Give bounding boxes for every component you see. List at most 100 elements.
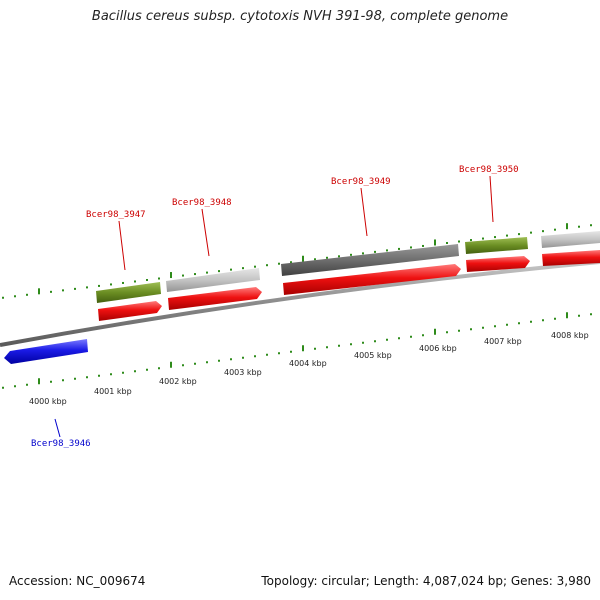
minor-tick bbox=[362, 341, 364, 344]
minor-tick bbox=[314, 258, 316, 261]
feature-olive-2[interactable] bbox=[465, 237, 528, 254]
minor-tick bbox=[206, 271, 208, 274]
minor-tick bbox=[362, 252, 364, 255]
minor-tick bbox=[26, 293, 28, 296]
minor-tick bbox=[554, 228, 556, 231]
major-tick bbox=[170, 272, 172, 279]
gene-arrow-bcer98-3948[interactable] bbox=[168, 287, 262, 310]
minor-tick bbox=[446, 241, 448, 244]
minor-tick bbox=[2, 386, 4, 389]
genome-backbone bbox=[0, 260, 600, 347]
minor-tick bbox=[230, 268, 232, 271]
minor-tick bbox=[386, 338, 388, 341]
minor-tick bbox=[158, 367, 160, 370]
minor-tick bbox=[290, 350, 292, 353]
scale-label-4002: 4002 kbp bbox=[159, 377, 197, 386]
scale-label-4004: 4004 kbp bbox=[289, 359, 327, 368]
scale-label-4007: 4007 kbp bbox=[484, 337, 522, 346]
minor-tick bbox=[194, 273, 196, 276]
minor-tick bbox=[410, 335, 412, 338]
feature-olive-1[interactable] bbox=[96, 282, 161, 303]
minor-tick bbox=[62, 379, 64, 382]
minor-tick bbox=[590, 224, 592, 227]
gene-label-bcer98-3949[interactable]: Bcer98_3949 bbox=[331, 177, 391, 187]
minor-tick bbox=[218, 359, 220, 362]
gene-leader-bcer98-3949 bbox=[360, 187, 368, 237]
minor-tick bbox=[74, 287, 76, 290]
minor-tick bbox=[26, 383, 28, 386]
minor-tick bbox=[470, 239, 472, 242]
gene-label-bcer98-3950[interactable]: Bcer98_3950 bbox=[459, 165, 519, 175]
minor-tick bbox=[482, 326, 484, 329]
gene-leader-bcer98-3948 bbox=[201, 208, 210, 257]
minor-tick bbox=[506, 234, 508, 237]
minor-tick bbox=[158, 277, 160, 280]
major-tick bbox=[566, 223, 568, 230]
genome-title: Bacillus cereus subsp. cytotoxis NVH 391… bbox=[91, 9, 509, 24]
feature-lightgray-1[interactable] bbox=[166, 268, 260, 292]
minor-tick bbox=[278, 352, 280, 355]
major-tick bbox=[38, 378, 40, 385]
minor-tick bbox=[230, 358, 232, 361]
minor-tick bbox=[242, 267, 244, 270]
minor-tick bbox=[134, 370, 136, 373]
gene-arrow-bcer98-3947[interactable] bbox=[98, 301, 162, 321]
major-tick bbox=[434, 239, 436, 246]
minor-tick bbox=[314, 347, 316, 350]
minor-tick bbox=[470, 328, 472, 331]
minor-tick bbox=[2, 296, 4, 299]
minor-tick bbox=[254, 355, 256, 358]
scale-label-4006: 4006 kbp bbox=[419, 344, 457, 353]
major-tick bbox=[434, 328, 436, 335]
minor-tick bbox=[266, 353, 268, 356]
minor-tick bbox=[326, 346, 328, 349]
minor-tick bbox=[530, 231, 532, 234]
minor-tick bbox=[494, 236, 496, 239]
minor-tick bbox=[374, 340, 376, 343]
minor-tick bbox=[518, 322, 520, 325]
gene-arrow-next[interactable] bbox=[542, 250, 600, 266]
minor-tick bbox=[590, 313, 592, 316]
minor-tick bbox=[146, 278, 148, 281]
minor-tick bbox=[482, 237, 484, 240]
minor-tick bbox=[554, 317, 556, 320]
gene-label-bcer98-3947[interactable]: Bcer98_3947 bbox=[86, 210, 146, 220]
minor-tick bbox=[578, 314, 580, 317]
feature-darkgray-1[interactable] bbox=[281, 244, 459, 276]
gene-label-bcer98-3948[interactable]: Bcer98_3948 bbox=[172, 198, 232, 208]
minor-tick bbox=[218, 270, 220, 273]
minor-tick bbox=[110, 373, 112, 376]
minor-tick bbox=[398, 337, 400, 340]
minor-tick bbox=[50, 380, 52, 383]
minor-tick bbox=[254, 265, 256, 268]
minor-tick bbox=[98, 374, 100, 377]
minor-tick bbox=[182, 274, 184, 277]
minor-tick bbox=[530, 320, 532, 323]
minor-tick bbox=[542, 230, 544, 233]
minor-tick bbox=[446, 331, 448, 334]
lower-tick-row bbox=[2, 312, 592, 389]
minor-tick bbox=[542, 319, 544, 322]
minor-tick bbox=[86, 376, 88, 379]
minor-tick bbox=[422, 244, 424, 247]
gene-arrow-bcer98-3946[interactable] bbox=[4, 339, 88, 364]
minor-tick bbox=[62, 289, 64, 292]
gene-label-bcer98-3946[interactable]: Bcer98_3946 bbox=[31, 439, 91, 449]
minor-tick bbox=[290, 261, 292, 264]
minor-tick bbox=[518, 233, 520, 236]
feature-lightgray-2[interactable] bbox=[541, 231, 600, 248]
minor-tick bbox=[98, 284, 100, 287]
gene-arrow-bcer98-3950[interactable] bbox=[466, 256, 530, 272]
scale-label-4003: 4003 kbp bbox=[224, 368, 262, 377]
gene-arrow-bcer98-3949[interactable] bbox=[283, 264, 461, 295]
minor-tick bbox=[182, 364, 184, 367]
minor-tick bbox=[122, 281, 124, 284]
upper-tick-row bbox=[2, 223, 592, 299]
gene-leader-bcer98-3946 bbox=[54, 418, 61, 438]
minor-tick bbox=[350, 343, 352, 346]
major-tick bbox=[302, 255, 304, 262]
minor-tick bbox=[458, 329, 460, 332]
scale-label-4000: 4000 kbp bbox=[29, 397, 67, 406]
accession-label: Accession: NC_009674 bbox=[9, 574, 146, 588]
